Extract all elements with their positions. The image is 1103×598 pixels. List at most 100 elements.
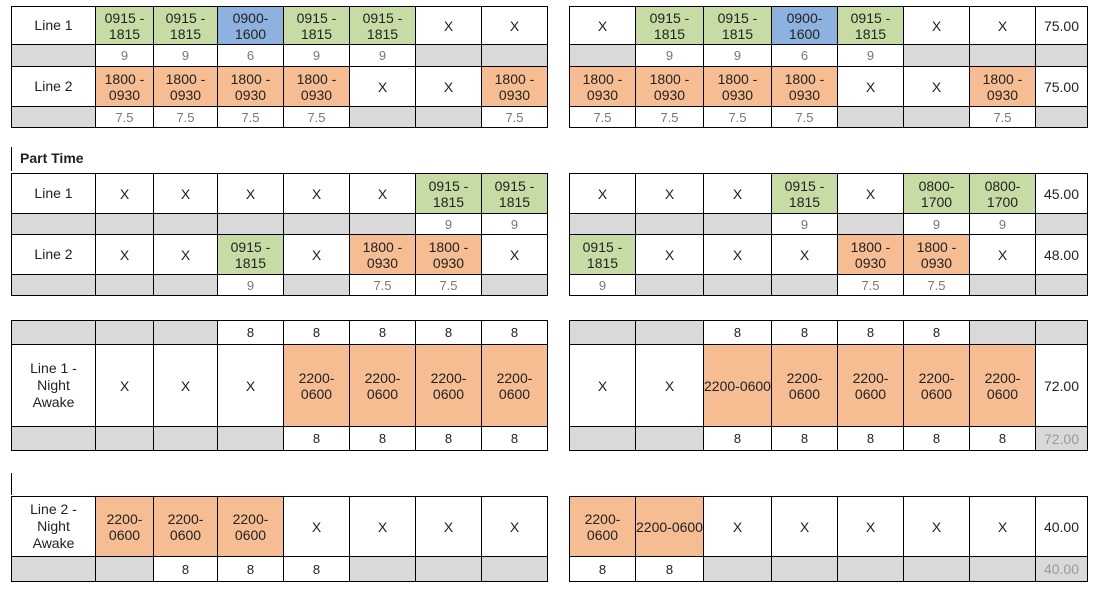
row-label-empty xyxy=(11,556,96,582)
shift-cell: X xyxy=(969,496,1036,557)
hours-cell: 8 xyxy=(903,426,970,451)
shift-cell: X xyxy=(153,234,218,275)
hours-cell: 9 xyxy=(837,44,904,67)
shift-cell: 2200-0600 xyxy=(703,344,772,427)
row-label-empty xyxy=(11,106,96,128)
row-label-empty xyxy=(11,44,96,67)
hours-cell xyxy=(703,213,772,235)
hours-cell xyxy=(95,320,154,345)
hours-cell: 8 xyxy=(703,426,772,451)
row-total: 45.00 xyxy=(1035,173,1088,214)
hours-cell: 7.5 xyxy=(481,106,548,128)
row-label-empty xyxy=(11,426,96,451)
hours-cell xyxy=(95,556,154,582)
hours-cell xyxy=(903,44,970,67)
hours-cell xyxy=(349,106,416,128)
hours-cell xyxy=(569,44,636,67)
shift-cell: 1800 - 0930 xyxy=(569,66,636,107)
shift-cell: X xyxy=(837,496,904,557)
hours-cell xyxy=(569,426,636,451)
row-label: Line 1 - Night Awake xyxy=(11,344,96,427)
shift-cell: X xyxy=(771,496,838,557)
hours-cell: 8 xyxy=(415,426,482,451)
shift-cell: 0900-1600 xyxy=(771,6,838,45)
shift-cell: X xyxy=(481,6,548,45)
shift-cell: 0915 - 1815 xyxy=(95,6,154,45)
schedule-block-na2-week-1: Line 2 - Night Awake 2200-0600 2200-0600 22… xyxy=(11,496,548,582)
hours-cell: 8 xyxy=(635,556,704,582)
table-row: 7.5 7.5 7.5 7.5 7.5 xyxy=(11,106,548,128)
hours-cell: 7.5 xyxy=(349,274,416,296)
hours-cell xyxy=(415,106,482,128)
hours-cell xyxy=(283,274,350,296)
hours-cell: 8 xyxy=(703,320,772,345)
row-label: Line 1 xyxy=(11,173,96,214)
shift-cell: 1800 - 0930 xyxy=(771,66,838,107)
hours-cell: 8 xyxy=(283,556,350,582)
schedule-block-pt-week-1: Line 1 X X X X X 0915 - 1815 0915 - 1815 9 9 Line … xyxy=(11,173,548,296)
table-row: X X X 0915 - 1815 X 0800-1700 0800-1700 45.00 xyxy=(569,173,1088,214)
hours-cell xyxy=(153,426,218,451)
schedule-block-ft-week-2: X 0915 - 1815 0915 - 1815 0900-1600 0915 - 1… xyxy=(569,6,1088,128)
shift-cell: 2200-0600 xyxy=(569,496,636,557)
row-total xyxy=(1035,274,1088,296)
hours-cell: 8 xyxy=(217,556,284,582)
schedule-block-na1-week-1: 8 8 8 8 8 Line 1 - Night Awake X X X 2200-0600 220… xyxy=(11,320,548,451)
hours-cell xyxy=(903,106,970,128)
hours-cell: 9 xyxy=(153,44,218,67)
row-total xyxy=(1035,320,1088,345)
hours-cell: 7.5 xyxy=(635,106,704,128)
hours-cell: 8 xyxy=(153,556,218,582)
shift-cell: 2200-0600 xyxy=(771,344,838,427)
hours-cell: 7.5 xyxy=(771,106,838,128)
shift-cell: X xyxy=(349,66,416,107)
row-label-empty xyxy=(11,274,96,296)
table-row: Line 2 X X 0915 - 1815 X 1800 - 0930 1800 - 09… xyxy=(11,234,548,275)
shift-cell: 0915 - 1815 xyxy=(703,6,772,45)
shift-cell: 0915 - 1815 xyxy=(771,173,838,214)
hours-cell: 7.5 xyxy=(415,274,482,296)
table-row: 9 7.5 7.5 xyxy=(11,274,548,296)
shift-cell: 1800 - 0930 xyxy=(837,234,904,275)
hours-cell xyxy=(569,213,636,235)
shift-cell: 1800 - 0930 xyxy=(217,66,284,107)
hours-cell: 8 xyxy=(969,426,1036,451)
hours-cell xyxy=(349,556,416,582)
shift-cell: 1800 - 0930 xyxy=(415,234,482,275)
hours-cell: 9 xyxy=(349,44,416,67)
shift-cell: X xyxy=(837,173,904,214)
row-label: Line 2 - Night Awake xyxy=(11,496,96,557)
hours-cell: 8 xyxy=(283,320,350,345)
table-row: Line 2 1800 - 0930 1800 - 0930 1800 - 0930 1… xyxy=(11,66,548,107)
hours-cell: 9 xyxy=(703,44,772,67)
table-row: X X 2200-0600 2200-0600 2200-0600 2200-0600 22… xyxy=(569,344,1088,427)
hours-cell xyxy=(415,556,482,582)
hours-cell xyxy=(217,213,284,235)
hours-cell: 6 xyxy=(217,44,284,67)
shift-cell: 0800-1700 xyxy=(969,173,1036,214)
shift-cell: 2200-0600 xyxy=(349,344,416,427)
hours-cell: 8 xyxy=(903,320,970,345)
hours-cell xyxy=(95,213,154,235)
table-row: X 0915 - 1815 0915 - 1815 0900-1600 0915 - 1… xyxy=(569,6,1088,45)
shift-cell: X xyxy=(569,6,636,45)
shift-cell: 0915 - 1815 xyxy=(481,173,548,214)
shift-cell: 1800 - 0930 xyxy=(283,66,350,107)
hours-cell: 8 xyxy=(349,426,416,451)
hours-cell: 8 xyxy=(481,426,548,451)
shift-cell: 0900-1600 xyxy=(217,6,284,45)
shift-cell: X xyxy=(969,6,1036,45)
hours-cell xyxy=(771,274,838,296)
shift-cell: X xyxy=(349,496,416,557)
row-total: 72.00 xyxy=(1035,426,1088,451)
row-total: 75.00 xyxy=(1035,66,1088,107)
hours-cell xyxy=(969,320,1036,345)
shift-cell: 2200-0600 xyxy=(837,344,904,427)
shift-cell: 0800-1700 xyxy=(903,173,970,214)
shift-cell: 1800 - 0930 xyxy=(969,66,1036,107)
row-label-empty xyxy=(11,320,96,345)
